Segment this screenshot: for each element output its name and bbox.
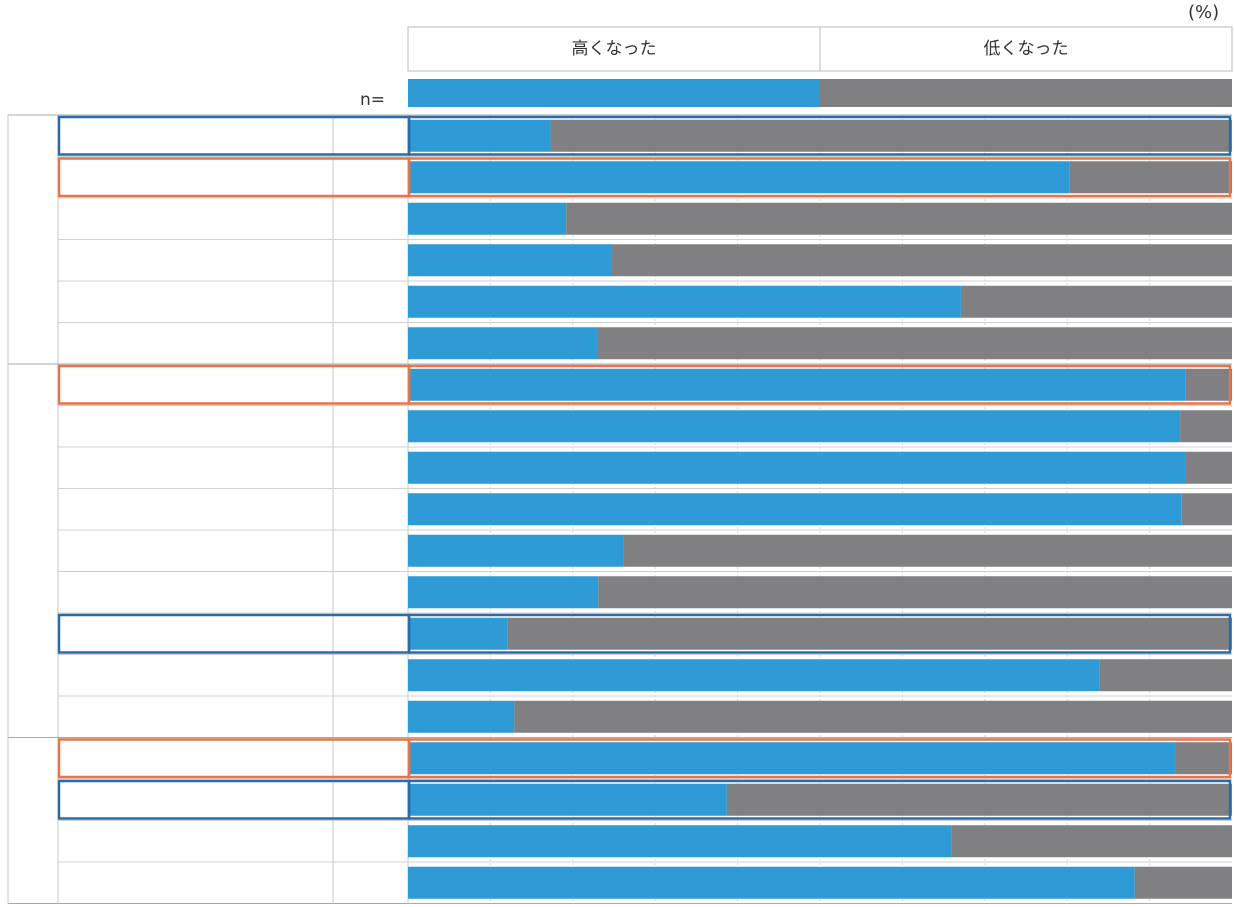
bar-higher xyxy=(408,700,515,733)
bar-lower xyxy=(1181,493,1232,526)
highlight-box-bar xyxy=(407,779,1232,820)
highlight-box-label xyxy=(57,613,411,654)
bar-higher xyxy=(408,825,952,858)
bar-higher xyxy=(408,659,1100,692)
bar-higher xyxy=(408,866,1135,899)
bar-higher xyxy=(408,493,1182,526)
highlight-box-label xyxy=(57,779,411,820)
bar-higher xyxy=(408,451,1186,484)
bar-higher xyxy=(408,327,598,360)
bar-lower xyxy=(726,783,1232,816)
legend-swatch-lower xyxy=(820,79,1232,107)
bar-higher xyxy=(408,617,508,650)
highlight-box-label xyxy=(57,364,411,405)
bar-lower xyxy=(1134,866,1232,899)
bar-lower xyxy=(611,244,1232,277)
bar-higher xyxy=(408,576,599,609)
bar-higher xyxy=(408,410,1181,443)
highlight-box-bar xyxy=(407,115,1232,156)
bar-lower xyxy=(1185,368,1232,401)
bar-higher xyxy=(408,285,961,318)
bar-higher xyxy=(408,161,1070,194)
bar-lower xyxy=(623,534,1232,567)
bar-higher xyxy=(408,534,624,567)
highlight-box-label xyxy=(57,115,411,156)
bar-higher xyxy=(408,742,1176,775)
highlight-box-label xyxy=(57,738,411,779)
bar-lower xyxy=(597,327,1232,360)
bar-lower xyxy=(566,202,1232,235)
legend-swatch-higher xyxy=(408,79,820,107)
bar-higher xyxy=(408,368,1186,401)
highlight-box-bar xyxy=(407,613,1232,654)
bar-higher xyxy=(408,119,551,152)
highlight-box-bar xyxy=(407,364,1232,405)
highlight-box-label xyxy=(57,157,411,198)
bar-lower xyxy=(514,700,1232,733)
bar-lower xyxy=(1069,161,1232,194)
bar-lower xyxy=(1175,742,1232,775)
bar-lower xyxy=(960,285,1232,318)
highlight-box-bar xyxy=(407,738,1232,779)
unit-label: (%) xyxy=(1188,2,1220,23)
bar-lower xyxy=(598,576,1232,609)
bar-higher xyxy=(408,202,567,235)
legend-label-lower: 低くなった xyxy=(983,39,1069,59)
bar-lower xyxy=(1185,451,1232,484)
bar-lower xyxy=(1180,410,1232,443)
legend-label-higher: 高くなった xyxy=(571,39,657,59)
bar-lower xyxy=(507,617,1233,650)
n-header: n= xyxy=(360,90,386,110)
bar-lower xyxy=(550,119,1232,152)
highlight-box-bar xyxy=(407,157,1232,198)
bar-higher xyxy=(408,244,612,277)
bar-lower xyxy=(1099,659,1232,692)
bar-higher xyxy=(408,783,727,816)
bar-lower xyxy=(951,825,1232,858)
